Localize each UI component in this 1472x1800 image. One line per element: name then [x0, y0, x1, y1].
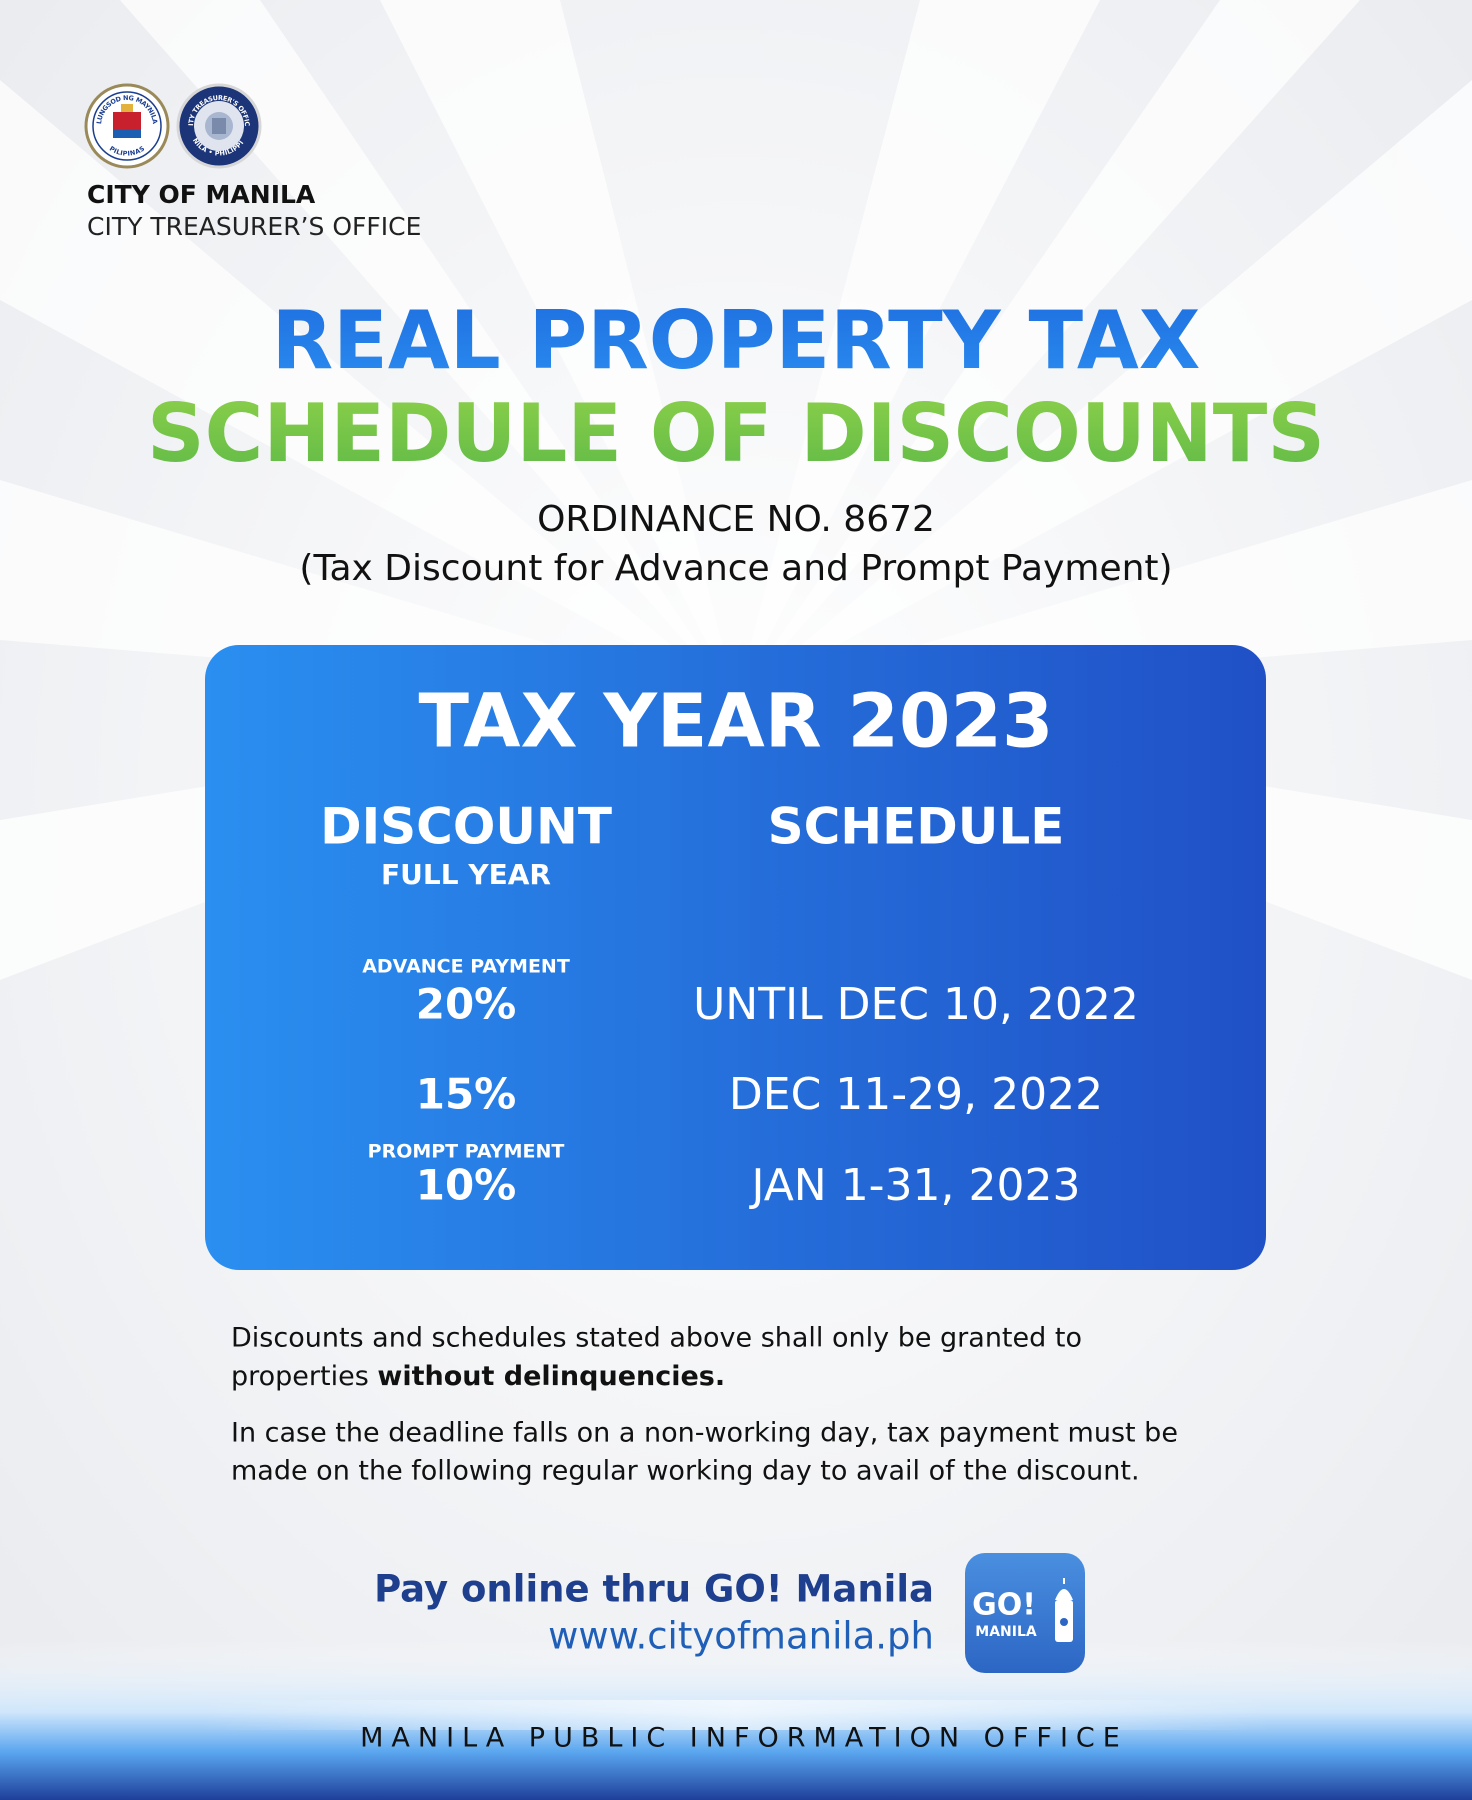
seal-text: PILIPINAS [108, 144, 146, 157]
footer-office: MANILA PUBLIC INFORMATION OFFICE [360, 1723, 1128, 1754]
city-seal: LUNGSOD NG MAYNILA PILIPINAS [84, 83, 170, 169]
note-text: properties [231, 1361, 377, 1392]
org-name: CITY OF MANILA [87, 180, 316, 209]
schedule-value: UNTIL DEC 10, 2022 [693, 979, 1139, 1030]
go-manila-app-icon: GO! MANILA [965, 1553, 1085, 1673]
ordinance: ORDINANCE NO. 8672 [537, 499, 935, 540]
pay-online: Pay online thru GO! Manila [374, 1568, 934, 1611]
note-text: properties without delinquencies. [231, 1361, 725, 1392]
svg-text:PILIPINAS: PILIPINAS [108, 144, 146, 157]
card-heading: TAX YEAR 2023 [419, 679, 1054, 765]
group-label: ADVANCE PAYMENT [362, 956, 570, 978]
schedule-header: SCHEDULE [768, 798, 1065, 856]
group-label: PROMPT PAYMENT [368, 1141, 565, 1163]
discount-subheader: FULL YEAR [381, 858, 551, 891]
website: www.cityofmanila.ph [548, 1615, 934, 1658]
card-content: TAX YEAR 2023 DISCOUNT FULL YEAR SCHEDUL… [320, 679, 1139, 1212]
discount-value: 20% [416, 980, 517, 1029]
office-name: CITY TREASURER’S OFFICE [87, 212, 421, 241]
notes: Discounts and schedules stated above sha… [231, 1323, 1178, 1487]
subtitle: (Tax Discount for Advance and Prompt Pay… [299, 548, 1172, 589]
band-glow [200, 1700, 1272, 1730]
schedule-value: DEC 11-29, 2022 [729, 1069, 1103, 1120]
schedule-value: JAN 1-31, 2023 [748, 1160, 1080, 1211]
discount-value: 10% [416, 1161, 517, 1210]
app-go: GO! [972, 1588, 1036, 1623]
discount-card [205, 645, 1266, 1270]
discount-header: DISCOUNT [320, 798, 612, 856]
discount-value: 15% [416, 1070, 517, 1119]
note-text: made on the following regular working da… [231, 1456, 1140, 1487]
app-manila: MANILA [975, 1624, 1037, 1640]
title-line2: SCHEDULE OF DISCOUNTS [147, 387, 1325, 480]
title-line1: REAL PROPERTY TAX [272, 294, 1201, 387]
note-text: Discounts and schedules stated above sha… [231, 1323, 1082, 1354]
note-bold: without delinquencies. [377, 1361, 725, 1392]
note-text: In case the deadline falls on a non-work… [231, 1418, 1178, 1449]
